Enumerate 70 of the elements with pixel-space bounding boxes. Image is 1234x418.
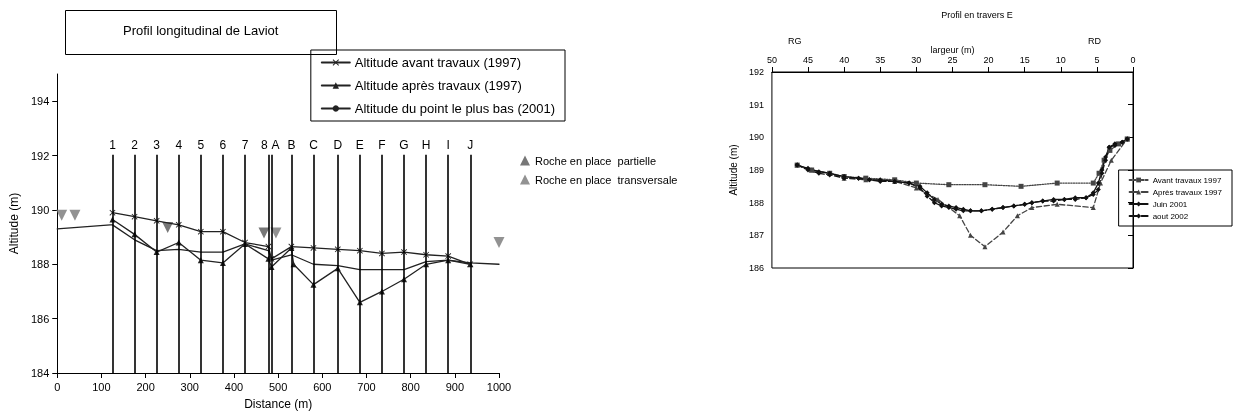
x-axis-title: largeur (m) — [930, 44, 975, 55]
annotation: 3 — [153, 137, 161, 152]
annotation: 7 — [241, 137, 249, 152]
y-tick-label: 188 — [748, 197, 764, 208]
y-tick-label: 190 — [30, 203, 50, 216]
x-tick-label: 300 — [180, 380, 199, 393]
annotation: H — [421, 137, 431, 152]
annotation: J — [467, 137, 474, 152]
x-tick-label: 800 — [401, 380, 420, 393]
y-tick-label: 187 — [748, 230, 764, 241]
x-axis-title: Distance (m) — [244, 397, 313, 411]
x-tick-label: 0 — [1130, 54, 1136, 65]
y-axis-title: Altitude (m) — [727, 144, 739, 196]
x-tick-label: 100 — [92, 380, 111, 393]
legend-label: Altitude du point le plus bas (2001) — [354, 101, 555, 116]
legend-label: Roche en place partielle — [535, 154, 657, 167]
legend-label: Avant travaux 1997 — [1152, 175, 1222, 185]
legend-label: Après travaux 1997 — [1152, 187, 1223, 197]
annotation: A — [271, 137, 280, 152]
annotation: 4 — [175, 137, 183, 152]
y-tick-label: 191 — [748, 99, 764, 110]
legend-label: Juin 2001 — [1152, 199, 1188, 209]
x-tick-label: 40 — [839, 54, 850, 65]
x-tick-label: 600 — [313, 380, 332, 393]
x-tick-label: 30 — [911, 54, 922, 65]
y-tick-label: 186 — [30, 312, 50, 325]
annotation: E — [355, 137, 364, 152]
x-tick-label: 400 — [224, 380, 244, 393]
legend-label: aout 2002 — [1152, 211, 1189, 221]
x-tick-label: 20 — [983, 54, 994, 65]
y-tick-label: 184 — [30, 367, 50, 379]
y-tick-label: 189 — [748, 165, 764, 175]
annotation: 8 — [261, 137, 269, 152]
y-tick-label: 186 — [748, 263, 764, 273]
text: RG — [788, 35, 802, 46]
x-tick-label: 5 — [1094, 54, 1100, 65]
x-tick-label: 700 — [357, 380, 376, 393]
x-tick-label: 15 — [1019, 54, 1030, 65]
chart-title: Profil longitudinal de Laviot — [123, 23, 279, 38]
y-axis-title: Altitude (m) — [7, 192, 21, 255]
y-tick-label: 192 — [748, 67, 764, 77]
x-tick-label: 10 — [1055, 54, 1066, 65]
y-tick-label: 194 — [30, 95, 50, 108]
y-tick-label: 190 — [748, 132, 764, 143]
annotation: C — [309, 137, 319, 152]
annotation: I — [446, 137, 450, 152]
annotation: F — [378, 137, 386, 152]
annotation: 1 — [109, 137, 117, 152]
x-tick-label: 45 — [803, 54, 814, 65]
legend-label: Roche en place transversale — [535, 173, 678, 186]
x-tick-label: 900 — [445, 380, 464, 393]
x-tick-label: 25 — [947, 54, 958, 65]
y-tick-label: 188 — [30, 258, 50, 271]
x-tick-label: 500 — [268, 380, 288, 393]
legend-label: Altitude avant travaux (1997) — [354, 55, 522, 70]
chart-title: Profil en travers E — [941, 9, 1013, 20]
x-tick-label: 35 — [875, 54, 886, 65]
annotation: 5 — [197, 137, 205, 152]
y-tick-label: 192 — [30, 149, 50, 162]
annotation: D — [333, 137, 343, 152]
annotation: G — [399, 137, 409, 152]
x-tick-label: 0 — [54, 380, 61, 393]
annotation: 6 — [219, 137, 227, 152]
legend-label: Altitude après travaux (1997) — [354, 78, 522, 93]
x-tick-label: 50 — [766, 54, 777, 65]
annotation: 2 — [131, 137, 139, 152]
x-tick-label: 200 — [136, 380, 155, 393]
annotation: B — [287, 137, 296, 152]
text: RD — [1088, 35, 1102, 46]
x-tick-label: 1000 — [486, 380, 512, 393]
